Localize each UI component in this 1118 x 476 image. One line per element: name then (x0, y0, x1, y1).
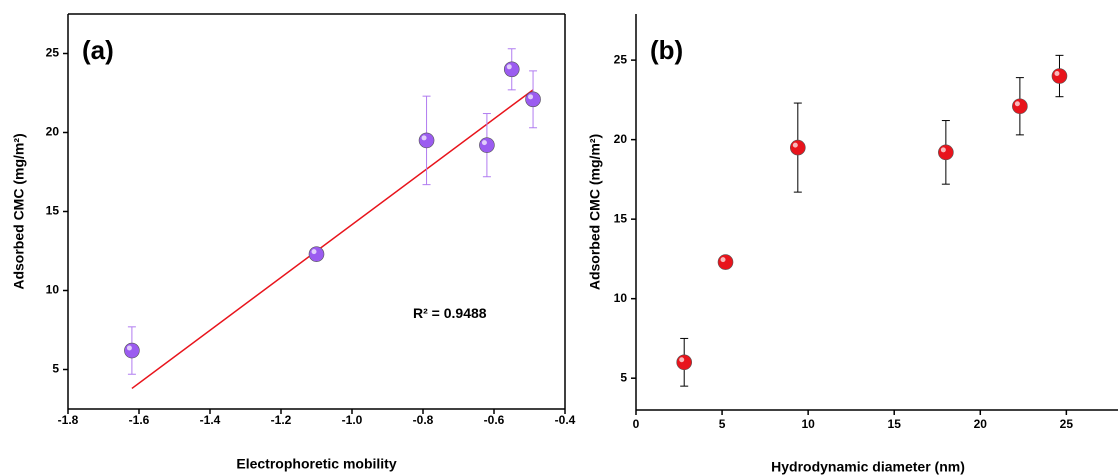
point (938, 144, 954, 161)
y-tick-label: 20 (614, 132, 628, 146)
highlight (1054, 71, 1060, 77)
point (717, 254, 734, 270)
fit-line (131, 89, 534, 390)
highlight (1014, 101, 1020, 107)
y-axis-title: Adsorbed CMC (mg/m²) (11, 133, 27, 289)
point (1012, 98, 1028, 115)
point (790, 139, 806, 156)
x-tick-label: -1.2 (271, 413, 292, 427)
point (479, 137, 495, 153)
annotation: R² = 0.9488 (413, 305, 487, 321)
y-tick-label: 20 (46, 125, 60, 139)
x-tick-label: -1.4 (200, 413, 221, 427)
highlight (679, 357, 685, 363)
point (124, 342, 140, 359)
point (308, 246, 325, 262)
x-tick-label: -0.6 (484, 413, 505, 427)
y-tick-label: 25 (614, 52, 628, 66)
x-tick-label: 10 (801, 417, 815, 431)
point (503, 61, 520, 78)
x-tick-label: -0.4 (555, 413, 576, 427)
x-tick-label: 15 (888, 417, 902, 431)
y-tick-label: 5 (52, 362, 59, 376)
x-tick-label: 25 (1060, 417, 1074, 431)
x-tick-label: -0.8 (413, 413, 434, 427)
y-axis-title: Adsorbed CMC (mg/m²) (587, 134, 603, 290)
highlight (311, 249, 317, 255)
highlight (481, 140, 487, 146)
x-tick-label: 5 (719, 417, 726, 431)
point (1051, 68, 1068, 84)
x-tick-label: 20 (974, 417, 988, 431)
highlight (421, 135, 427, 141)
highlight (720, 257, 726, 263)
y-tick-label: 15 (46, 204, 60, 218)
y-tick-label: 15 (614, 211, 628, 225)
y-tick-label: 25 (46, 46, 60, 60)
point (676, 354, 693, 371)
highlight (528, 94, 534, 100)
x-tick-label: -1.0 (342, 413, 363, 427)
x-tick-label: -1.8 (58, 413, 79, 427)
y-tick-label: 10 (46, 283, 60, 297)
x-tick-label: 0 (633, 417, 640, 431)
point (418, 132, 435, 149)
highlight (940, 147, 946, 153)
panel-label: (b) (650, 35, 683, 65)
highlight (792, 142, 798, 148)
panel-label: (a) (82, 35, 114, 65)
y-tick-label: 10 (614, 291, 628, 305)
x-axis-title: Hydrodynamic diameter (nm) (771, 459, 965, 475)
point (525, 91, 541, 108)
y-tick-label: 5 (620, 370, 627, 384)
x-axis-title: Electrophoretic mobility (236, 456, 396, 472)
highlight (506, 64, 512, 70)
highlight (126, 345, 132, 351)
x-tick-label: -1.6 (129, 413, 150, 427)
